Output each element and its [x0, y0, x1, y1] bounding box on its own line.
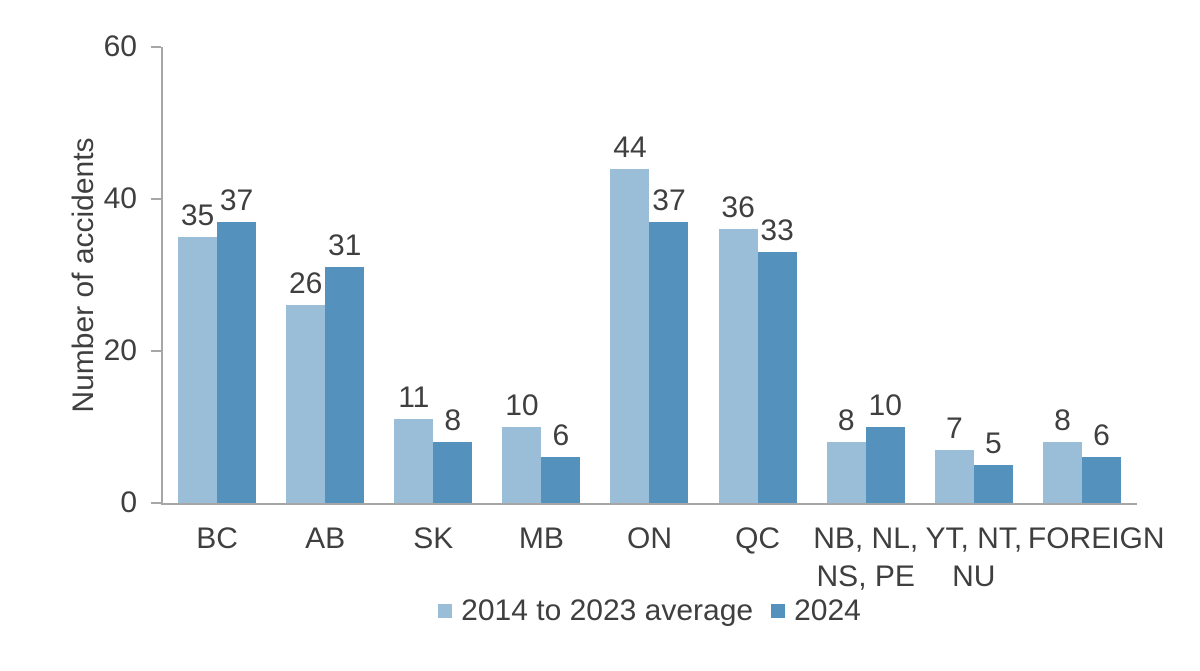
- bar-value-label: 37: [219, 183, 254, 217]
- legend-label: 2024: [794, 594, 861, 627]
- y-tick-label: 40: [103, 182, 137, 215]
- bar-group: 44 37 ON: [595, 47, 703, 555]
- bar-group: 26 31 AB: [271, 47, 379, 555]
- category-label: NB, NL, NS, PE: [813, 522, 919, 593]
- category-label: MB: [518, 522, 564, 555]
- bar-pair: 35 37: [178, 185, 257, 503]
- legend: 2014 to 2023 average 2024: [163, 595, 1136, 627]
- bar-group: 10 6 MB: [487, 47, 595, 555]
- bar: 35: [178, 201, 218, 503]
- bar-group: 7 5 YT, NT, NU: [920, 47, 1028, 592]
- bar: 26: [286, 269, 326, 503]
- x-axis-line: [161, 503, 1137, 505]
- category-label: BC: [196, 522, 238, 555]
- bar: 11: [394, 383, 434, 503]
- bar-group: 8 10 NB, NL, NS, PE: [812, 47, 920, 593]
- legend-swatch: [771, 604, 786, 618]
- legend-label: 2014 to 2023 average: [461, 594, 754, 627]
- bar-value-label: 11: [398, 381, 430, 415]
- y-tick-mark: [151, 350, 161, 352]
- bar-group: 35 37 BC: [163, 47, 271, 555]
- plot-area: 35 37 BC 26 31 AB 11 8 SK 10 6 MB 44 37 ON 36 33 QC 8 10 NB,…: [163, 47, 1165, 593]
- category-label: FOREIGN: [1027, 522, 1165, 555]
- bar-pair: 8 10: [826, 391, 905, 503]
- bar-value-label: 10: [868, 389, 902, 422]
- bar: 10: [865, 391, 905, 503]
- bar: 31: [325, 231, 365, 503]
- bar-value-label: 37: [652, 183, 686, 217]
- legend-item: 2024: [771, 596, 861, 626]
- bar: 10: [502, 391, 542, 503]
- bar-value-label: 36: [721, 191, 755, 225]
- bar: 5: [973, 429, 1013, 503]
- bar-value-label: 35: [180, 199, 215, 232]
- bar-group: 11 8 SK: [379, 47, 487, 555]
- category-label: AB: [305, 522, 346, 555]
- bar-value-label: 6: [552, 419, 570, 453]
- legend-swatch: [438, 604, 453, 618]
- legend-item: 2014 to 2023 average: [438, 596, 753, 626]
- bar-value-label: 5: [984, 427, 1002, 460]
- category-label: QC: [735, 522, 781, 555]
- bar-value-label: 6: [1093, 419, 1110, 453]
- bar: 7: [934, 413, 974, 503]
- bar-pair: 11 8: [394, 383, 473, 503]
- bar: 8: [433, 406, 473, 503]
- bar: 6: [1081, 421, 1121, 503]
- y-tick-mark: [151, 502, 161, 504]
- bar-pair: 36 33: [718, 193, 797, 503]
- bar: 8: [1042, 406, 1082, 503]
- bar-value-label: 26: [288, 267, 323, 301]
- bar: 33: [757, 216, 797, 503]
- bar: 6: [541, 421, 581, 503]
- bar: 36: [718, 193, 758, 503]
- bar-group: 8 6 FOREIGN: [1028, 47, 1165, 555]
- bar-groups: 35 37 BC 26 31 AB 11 8 SK 10 6 MB 44 37 ON 36 33 QC 8 10 NB,…: [163, 47, 1165, 593]
- bar-value-label: 8: [1054, 404, 1071, 438]
- y-tick-label: 60: [103, 30, 137, 63]
- category-label: SK: [413, 522, 454, 555]
- bar-pair: 44 37: [610, 132, 689, 503]
- y-tick-label: 20: [103, 334, 137, 367]
- y-tick-mark: [151, 198, 161, 200]
- y-axis-title: Number of accidents: [67, 137, 100, 413]
- bar-value-label: 31: [327, 229, 362, 263]
- bar-pair: 10 6: [502, 391, 581, 503]
- y-tick-mark: [151, 46, 161, 48]
- bar-group: 36 33 QC: [704, 47, 812, 555]
- bar: 37: [217, 185, 257, 503]
- bar: 8: [826, 406, 866, 503]
- bar-value-label: 33: [760, 214, 794, 248]
- bar-value-label: 44: [613, 130, 647, 164]
- bar-value-label: 8: [837, 404, 855, 438]
- bar-value-label: 8: [444, 404, 462, 438]
- bar-value-label: 7: [945, 411, 963, 445]
- category-label: ON: [626, 522, 672, 555]
- bar: 44: [610, 132, 650, 503]
- bar-pair: 26 31: [286, 231, 365, 503]
- bar: 37: [649, 185, 689, 503]
- y-axis-line: [161, 47, 163, 505]
- y-tick-label: 0: [120, 486, 137, 519]
- category-label: YT, NT, NU: [925, 522, 1023, 593]
- bar-value-label: 10: [505, 389, 539, 422]
